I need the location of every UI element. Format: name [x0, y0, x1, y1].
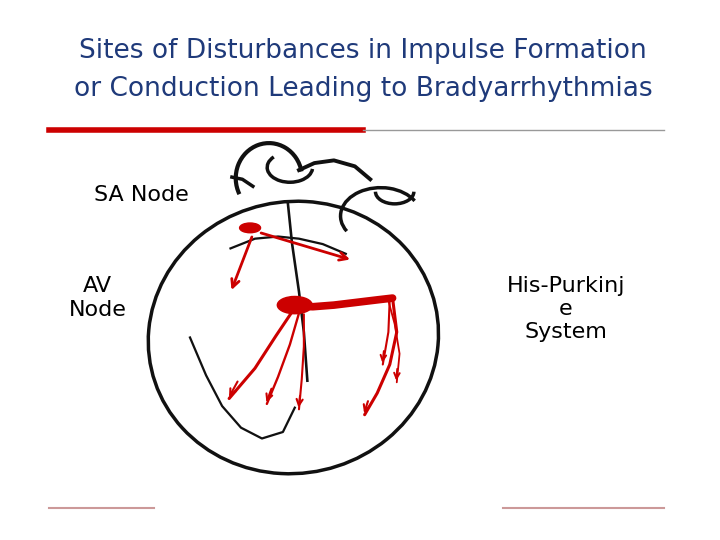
Text: Sites of Disturbances in Impulse Formation: Sites of Disturbances in Impulse Formati… — [79, 38, 647, 64]
Text: SA Node: SA Node — [94, 185, 189, 206]
Ellipse shape — [240, 223, 261, 233]
Text: AV
Node: AV Node — [68, 276, 126, 320]
Ellipse shape — [277, 296, 312, 314]
Text: or Conduction Leading to Bradyarrhythmias: or Conduction Leading to Bradyarrhythmia… — [74, 76, 652, 102]
Text: His-Purkinj
e
System: His-Purkinj e System — [506, 276, 625, 342]
